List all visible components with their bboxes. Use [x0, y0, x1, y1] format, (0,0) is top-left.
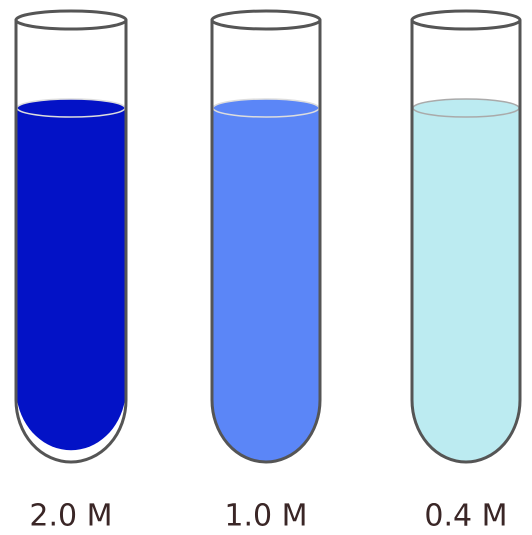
- tube-rim: [412, 11, 520, 29]
- test-tubes-diagram: 2.0 M 1.0 M 0.4 M: [0, 0, 532, 535]
- solution: [213, 108, 319, 462]
- tube: 2.0 M: [16, 11, 126, 534]
- liquid-surface: [213, 99, 319, 117]
- liquid-surface: [17, 99, 125, 117]
- tube: 1.0 M: [212, 11, 320, 534]
- concentration-label: 0.4 M: [424, 499, 507, 534]
- solution: [413, 108, 519, 462]
- liquid-surface: [413, 99, 519, 117]
- concentration-label: 2.0 M: [29, 499, 112, 534]
- tube: 0.4 M: [412, 11, 520, 534]
- tube-rim: [16, 11, 126, 29]
- tube-rim: [212, 11, 320, 29]
- solution: [17, 108, 125, 450]
- concentration-label: 1.0 M: [224, 499, 307, 534]
